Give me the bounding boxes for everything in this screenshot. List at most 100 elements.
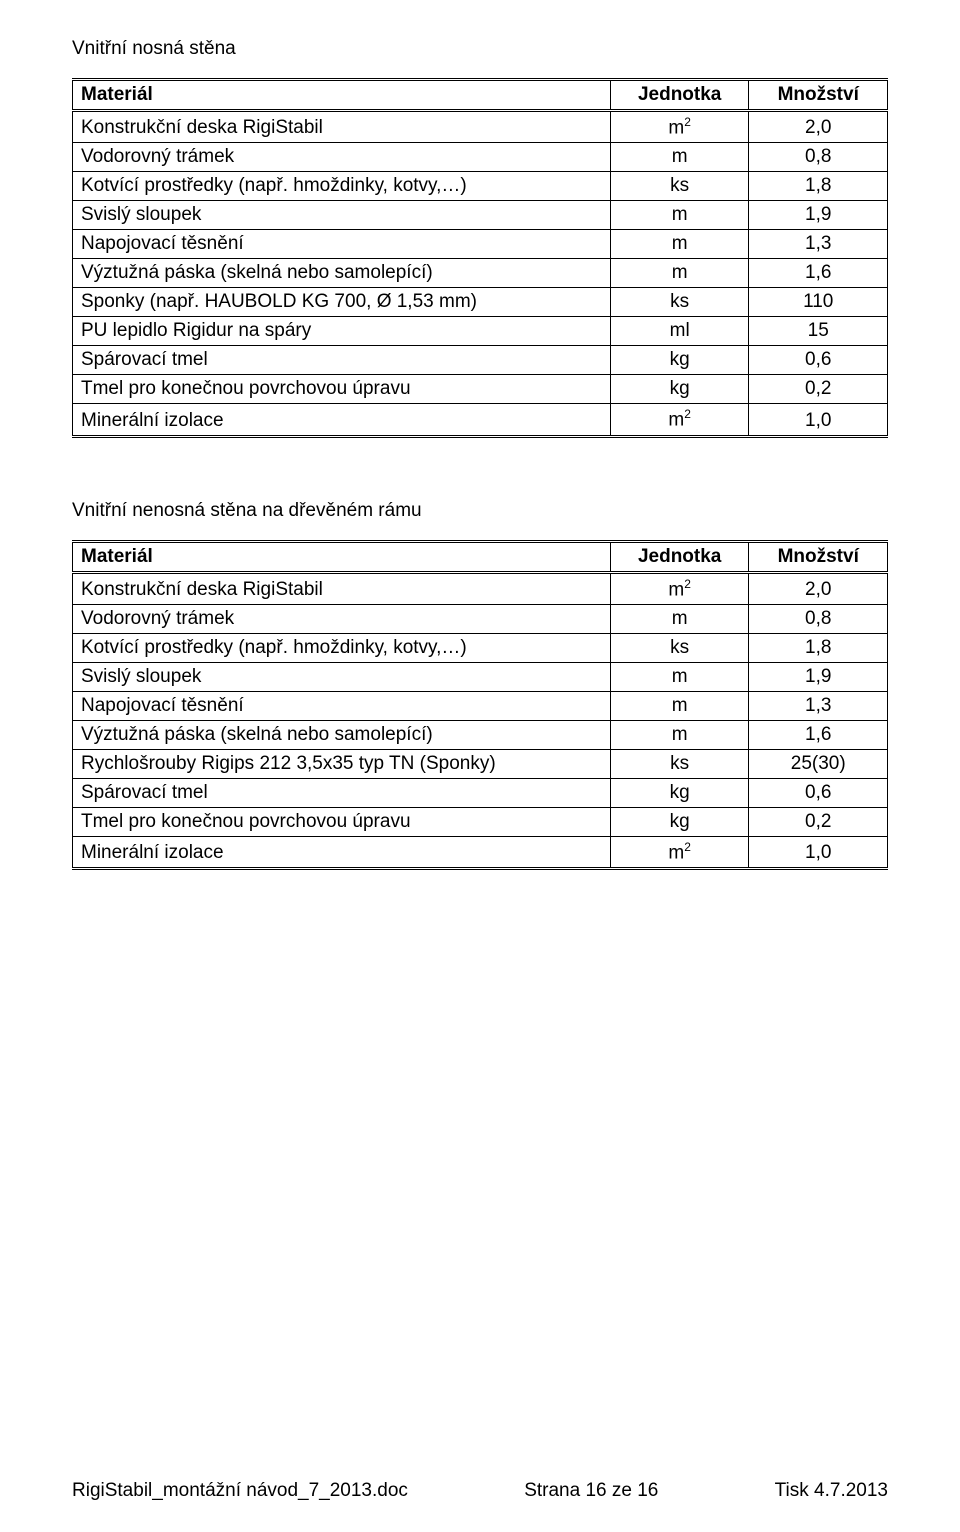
table-row: PU lepidlo Rigidur na spáryml15 (73, 317, 888, 346)
table-row: Rychlošrouby Rigips 212 3,5x35 typ TN (S… (73, 749, 888, 778)
cell-material: Minerální izolace (73, 836, 611, 868)
table-row: Výztužná páska (skelná nebo samolepící)m… (73, 720, 888, 749)
cell-mnozstvi: 15 (749, 317, 888, 346)
cell-jednotka: m (610, 230, 749, 259)
cell-material: Svislý sloupek (73, 662, 611, 691)
table-row: Napojovací těsněním1,3 (73, 691, 888, 720)
cell-material: Výztužná páska (skelná nebo samolepící) (73, 720, 611, 749)
cell-mnozstvi: 1,9 (749, 201, 888, 230)
cell-jednotka: m (610, 143, 749, 172)
cell-mnozstvi: 0,2 (749, 807, 888, 836)
cell-material: Spárovací tmel (73, 346, 611, 375)
col-header-material: Materiál (73, 541, 611, 572)
cell-material: Napojovací těsnění (73, 230, 611, 259)
cell-material: Napojovací těsnění (73, 691, 611, 720)
table-row: Konstrukční deska RigiStabilm22,0 (73, 111, 888, 143)
cell-jednotka: kg (610, 375, 749, 404)
table-section2: Materiál Jednotka Množství Konstrukční d… (72, 540, 888, 871)
cell-mnozstvi: 1,3 (749, 691, 888, 720)
col-header-jednotka: Jednotka (610, 541, 749, 572)
col-header-mnozstvi: Množství (749, 541, 888, 572)
footer-center: Strana 16 ze 16 (524, 1480, 658, 1502)
cell-mnozstvi: 25(30) (749, 749, 888, 778)
cell-mnozstvi: 1,3 (749, 230, 888, 259)
cell-mnozstvi: 0,6 (749, 778, 888, 807)
cell-jednotka: m (610, 720, 749, 749)
cell-material: Rychlošrouby Rigips 212 3,5x35 typ TN (S… (73, 749, 611, 778)
cell-mnozstvi: 0,8 (749, 604, 888, 633)
table-row: Svislý sloupekm1,9 (73, 201, 888, 230)
table-row: Svislý sloupekm1,9 (73, 662, 888, 691)
cell-material: Sponky (např. HAUBOLD KG 700, Ø 1,53 mm) (73, 288, 611, 317)
table-row: Tmel pro konečnou povrchovou úpravukg0,2 (73, 375, 888, 404)
table-body-section2: Konstrukční deska RigiStabilm22,0Vodorov… (73, 572, 888, 869)
cell-material: Konstrukční deska RigiStabil (73, 111, 611, 143)
col-header-mnozstvi: Množství (749, 80, 888, 111)
cell-material: Kotvící prostředky (např. hmoždinky, kot… (73, 172, 611, 201)
cell-jednotka: kg (610, 807, 749, 836)
cell-jednotka: ml (610, 317, 749, 346)
cell-jednotka: m (610, 604, 749, 633)
table-row: Minerální izolacem21,0 (73, 404, 888, 436)
table-row: Tmel pro konečnou povrchovou úpravukg0,2 (73, 807, 888, 836)
cell-jednotka: m2 (610, 111, 749, 143)
cell-mnozstvi: 0,6 (749, 346, 888, 375)
table-row: Kotvící prostředky (např. hmoždinky, kot… (73, 172, 888, 201)
table-row: Spárovací tmelkg0,6 (73, 346, 888, 375)
cell-mnozstvi: 1,8 (749, 633, 888, 662)
cell-material: PU lepidlo Rigidur na spáry (73, 317, 611, 346)
table-section1: Materiál Jednotka Množství Konstrukční d… (72, 78, 888, 438)
table-row: Vodorovný trámekm0,8 (73, 143, 888, 172)
section1-title: Vnitřní nosná stěna (72, 38, 888, 60)
table-row: Sponky (např. HAUBOLD KG 700, Ø 1,53 mm)… (73, 288, 888, 317)
cell-mnozstvi: 2,0 (749, 572, 888, 604)
cell-jednotka: m (610, 691, 749, 720)
cell-jednotka: m2 (610, 572, 749, 604)
cell-mnozstvi: 1,0 (749, 404, 888, 436)
table-row: Kotvící prostředky (např. hmoždinky, kot… (73, 633, 888, 662)
cell-material: Výztužná páska (skelná nebo samolepící) (73, 259, 611, 288)
cell-material: Tmel pro konečnou povrchovou úpravu (73, 807, 611, 836)
table-row: Minerální izolacem21,0 (73, 836, 888, 868)
table-row: Konstrukční deska RigiStabilm22,0 (73, 572, 888, 604)
table-row: Napojovací těsněním1,3 (73, 230, 888, 259)
col-header-jednotka: Jednotka (610, 80, 749, 111)
cell-jednotka: m2 (610, 404, 749, 436)
cell-mnozstvi: 1,0 (749, 836, 888, 868)
cell-jednotka: m (610, 662, 749, 691)
cell-jednotka: m2 (610, 836, 749, 868)
cell-mnozstvi: 2,0 (749, 111, 888, 143)
cell-mnozstvi: 1,8 (749, 172, 888, 201)
cell-material: Tmel pro konečnou povrchovou úpravu (73, 375, 611, 404)
page: Vnitřní nosná stěna Materiál Jednotka Mn… (0, 0, 960, 1532)
cell-mnozstvi: 1,9 (749, 662, 888, 691)
section2-title: Vnitřní nenosná stěna na dřevěném rámu (72, 500, 888, 522)
cell-jednotka: m (610, 201, 749, 230)
cell-mnozstvi: 0,2 (749, 375, 888, 404)
table-row: Vodorovný trámekm0,8 (73, 604, 888, 633)
table-row: Výztužná páska (skelná nebo samolepící)m… (73, 259, 888, 288)
table-body-section1: Konstrukční deska RigiStabilm22,0Vodorov… (73, 111, 888, 437)
table-row: Spárovací tmelkg0,6 (73, 778, 888, 807)
cell-material: Vodorovný trámek (73, 143, 611, 172)
table-header-row: Materiál Jednotka Množství (73, 541, 888, 572)
footer-left: RigiStabil_montážní návod_7_2013.doc (72, 1480, 408, 1502)
col-header-material: Materiál (73, 80, 611, 111)
cell-mnozstvi: 110 (749, 288, 888, 317)
cell-material: Vodorovný trámek (73, 604, 611, 633)
cell-jednotka: ks (610, 633, 749, 662)
cell-mnozstvi: 1,6 (749, 259, 888, 288)
cell-jednotka: ks (610, 288, 749, 317)
cell-material: Spárovací tmel (73, 778, 611, 807)
cell-mnozstvi: 0,8 (749, 143, 888, 172)
cell-material: Kotvící prostředky (např. hmoždinky, kot… (73, 633, 611, 662)
page-footer: RigiStabil_montážní návod_7_2013.doc Str… (72, 1480, 888, 1502)
cell-material: Konstrukční deska RigiStabil (73, 572, 611, 604)
cell-jednotka: kg (610, 346, 749, 375)
table-header-row: Materiál Jednotka Množství (73, 80, 888, 111)
cell-jednotka: ks (610, 172, 749, 201)
cell-mnozstvi: 1,6 (749, 720, 888, 749)
cell-jednotka: kg (610, 778, 749, 807)
cell-material: Svislý sloupek (73, 201, 611, 230)
footer-right: Tisk 4.7.2013 (775, 1480, 888, 1502)
